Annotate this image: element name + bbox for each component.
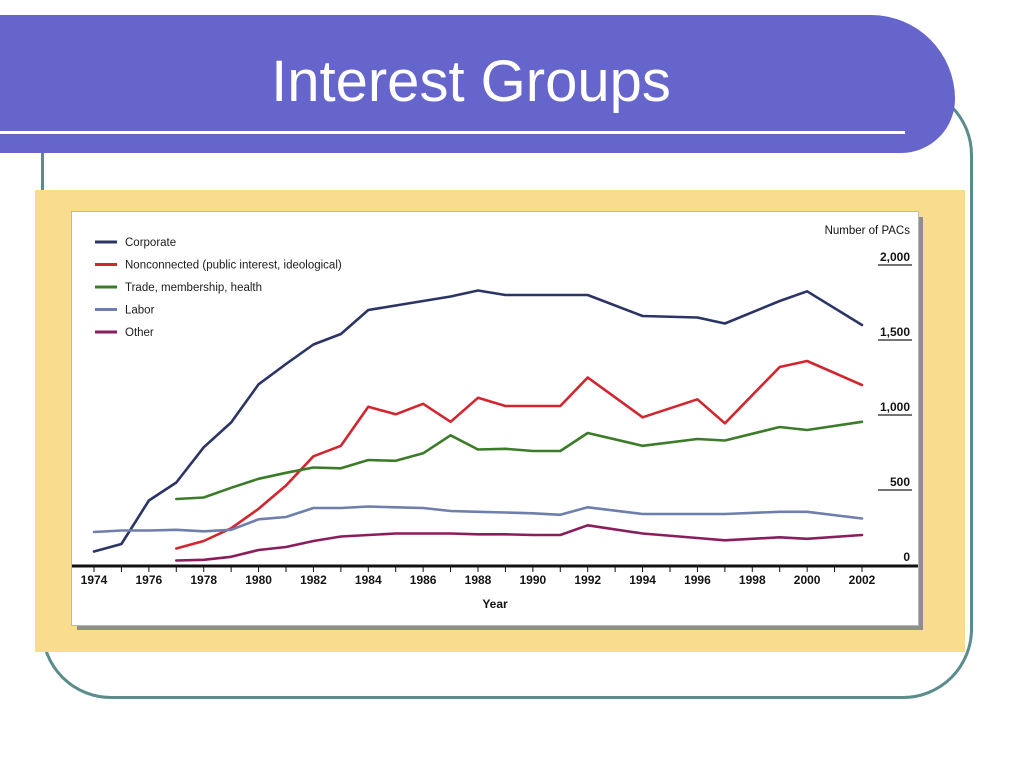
legend-label-trade: Trade, membership, health (125, 282, 262, 294)
series-line-labor (92, 505, 864, 534)
legend-label-nonconnected: Nonconnected (public interest, ideologic… (125, 260, 342, 272)
x-tick-label: 1986 (410, 573, 437, 587)
y-tick-label: 1,500 (880, 325, 910, 339)
slide-title: Interest Groups (271, 49, 671, 114)
x-tick-label: 1996 (684, 573, 711, 587)
y-tick-label: 2,000 (880, 250, 910, 264)
x-tick-label: 1976 (136, 573, 163, 587)
x-tick-label: 1988 (465, 573, 492, 587)
title-underline (0, 131, 905, 134)
series-line-other (175, 523, 864, 562)
pac-line-chart: 2,000 1,500 1,000 500 0 Number of PACs 1974 197… (72, 225, 918, 611)
x-tick-label: 1982 (300, 573, 327, 587)
y-tick-label: 1,000 (880, 400, 910, 414)
x-tick-label: 1992 (574, 573, 601, 587)
legend-label-other: Other (125, 327, 154, 339)
series-line-corporate (92, 289, 864, 553)
x-tick-label: 1994 (629, 573, 656, 587)
series-line-trade (175, 420, 864, 501)
chart-card: 2,000 1,500 1,000 500 0 Number of PACs 1974 197… (71, 211, 919, 626)
x-axis-title: Year (482, 597, 508, 611)
legend-label-corporate: Corporate (125, 237, 176, 249)
legend-label-labor: Labor (125, 305, 155, 317)
series-line-nonconnected (175, 359, 864, 550)
x-tick-label: 2002 (849, 573, 876, 587)
y-tick-label: 0 (903, 550, 910, 564)
title-banner (0, 15, 955, 153)
x-tick-label: 1974 (81, 573, 108, 587)
x-tick-label: 2000 (794, 573, 821, 587)
x-tick-label: 1998 (739, 573, 766, 587)
x-tick-label: 1980 (245, 573, 272, 587)
x-tick-label: 1984 (355, 573, 382, 587)
y-tick-label: 500 (890, 475, 910, 489)
x-tick-label: 1978 (190, 573, 217, 587)
y-axis-title: Number of PACs (825, 225, 911, 237)
x-tick-label: 1990 (520, 573, 547, 587)
